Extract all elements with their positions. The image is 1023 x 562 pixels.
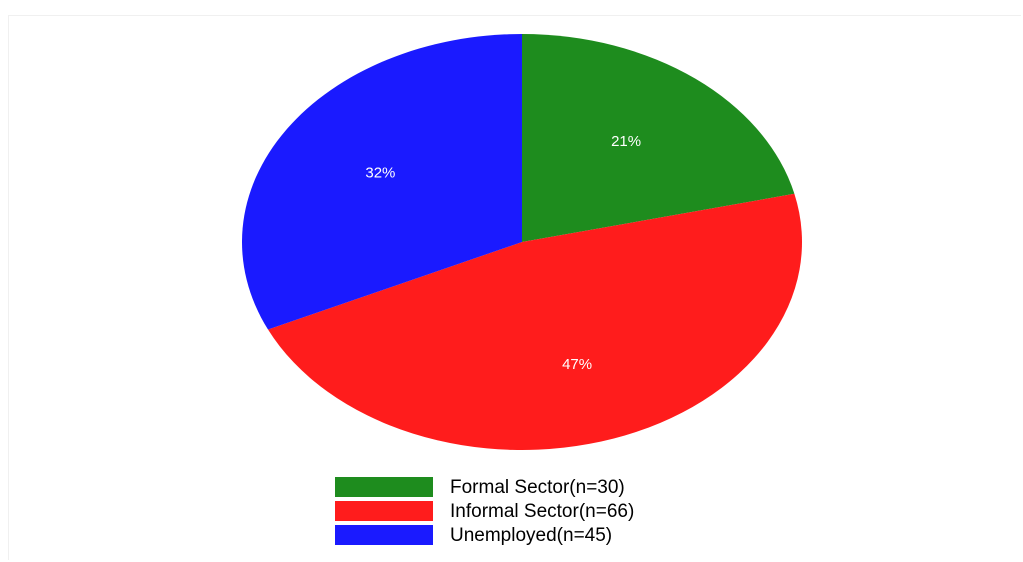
pie-slice-1 — [522, 34, 795, 242]
pie-slice-2 — [268, 193, 802, 450]
legend-swatch-1 — [335, 477, 433, 497]
pie-slice-3 — [241, 34, 522, 330]
legend-label-1: Formal Sector(n=30) — [450, 477, 625, 498]
legend-swatch-3 — [335, 525, 433, 545]
legend: Formal Sector(n=30) Informal Sector(n=66)… — [335, 477, 634, 546]
legend-label-3: Unemployed(n=45) — [450, 525, 612, 546]
legend-swatch-2 — [335, 501, 433, 521]
slice-percent-label-1: 21% — [611, 133, 641, 150]
legend-label-2: Informal Sector(n=66) — [450, 501, 634, 522]
slice-percent-label-2: 47% — [562, 356, 592, 373]
pie-slice-labels: 21% 47% 32% — [365, 133, 641, 373]
plot-area — [8, 15, 1021, 560]
pie-slices — [241, 34, 802, 450]
slice-percent-label-3: 32% — [365, 165, 395, 182]
